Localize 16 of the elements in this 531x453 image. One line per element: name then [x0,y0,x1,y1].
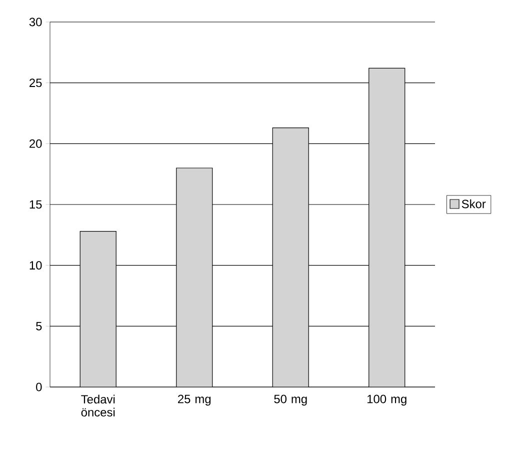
y-tick-label: 25 [30,78,42,88]
x-tick-label: Tedavi öncesi [81,394,115,416]
y-tick-label: 20 [30,139,42,148]
bar [80,230,116,387]
bar [176,168,213,387]
legend-label: Skor [462,199,486,208]
bar [368,68,406,387]
y-tick-label: 5 [36,322,42,330]
bar [272,128,309,387]
y-tick-label: 15 [30,200,42,209]
x-tick-label: 100 mg [368,394,406,406]
x-tick-label: 50 mg [274,394,307,406]
y-tick-label: 0 [36,382,42,392]
y-tick-label: 30 [29,18,42,26]
y-tick-label: 10 [30,261,42,270]
x-tick-label: 25 mg [178,394,211,406]
